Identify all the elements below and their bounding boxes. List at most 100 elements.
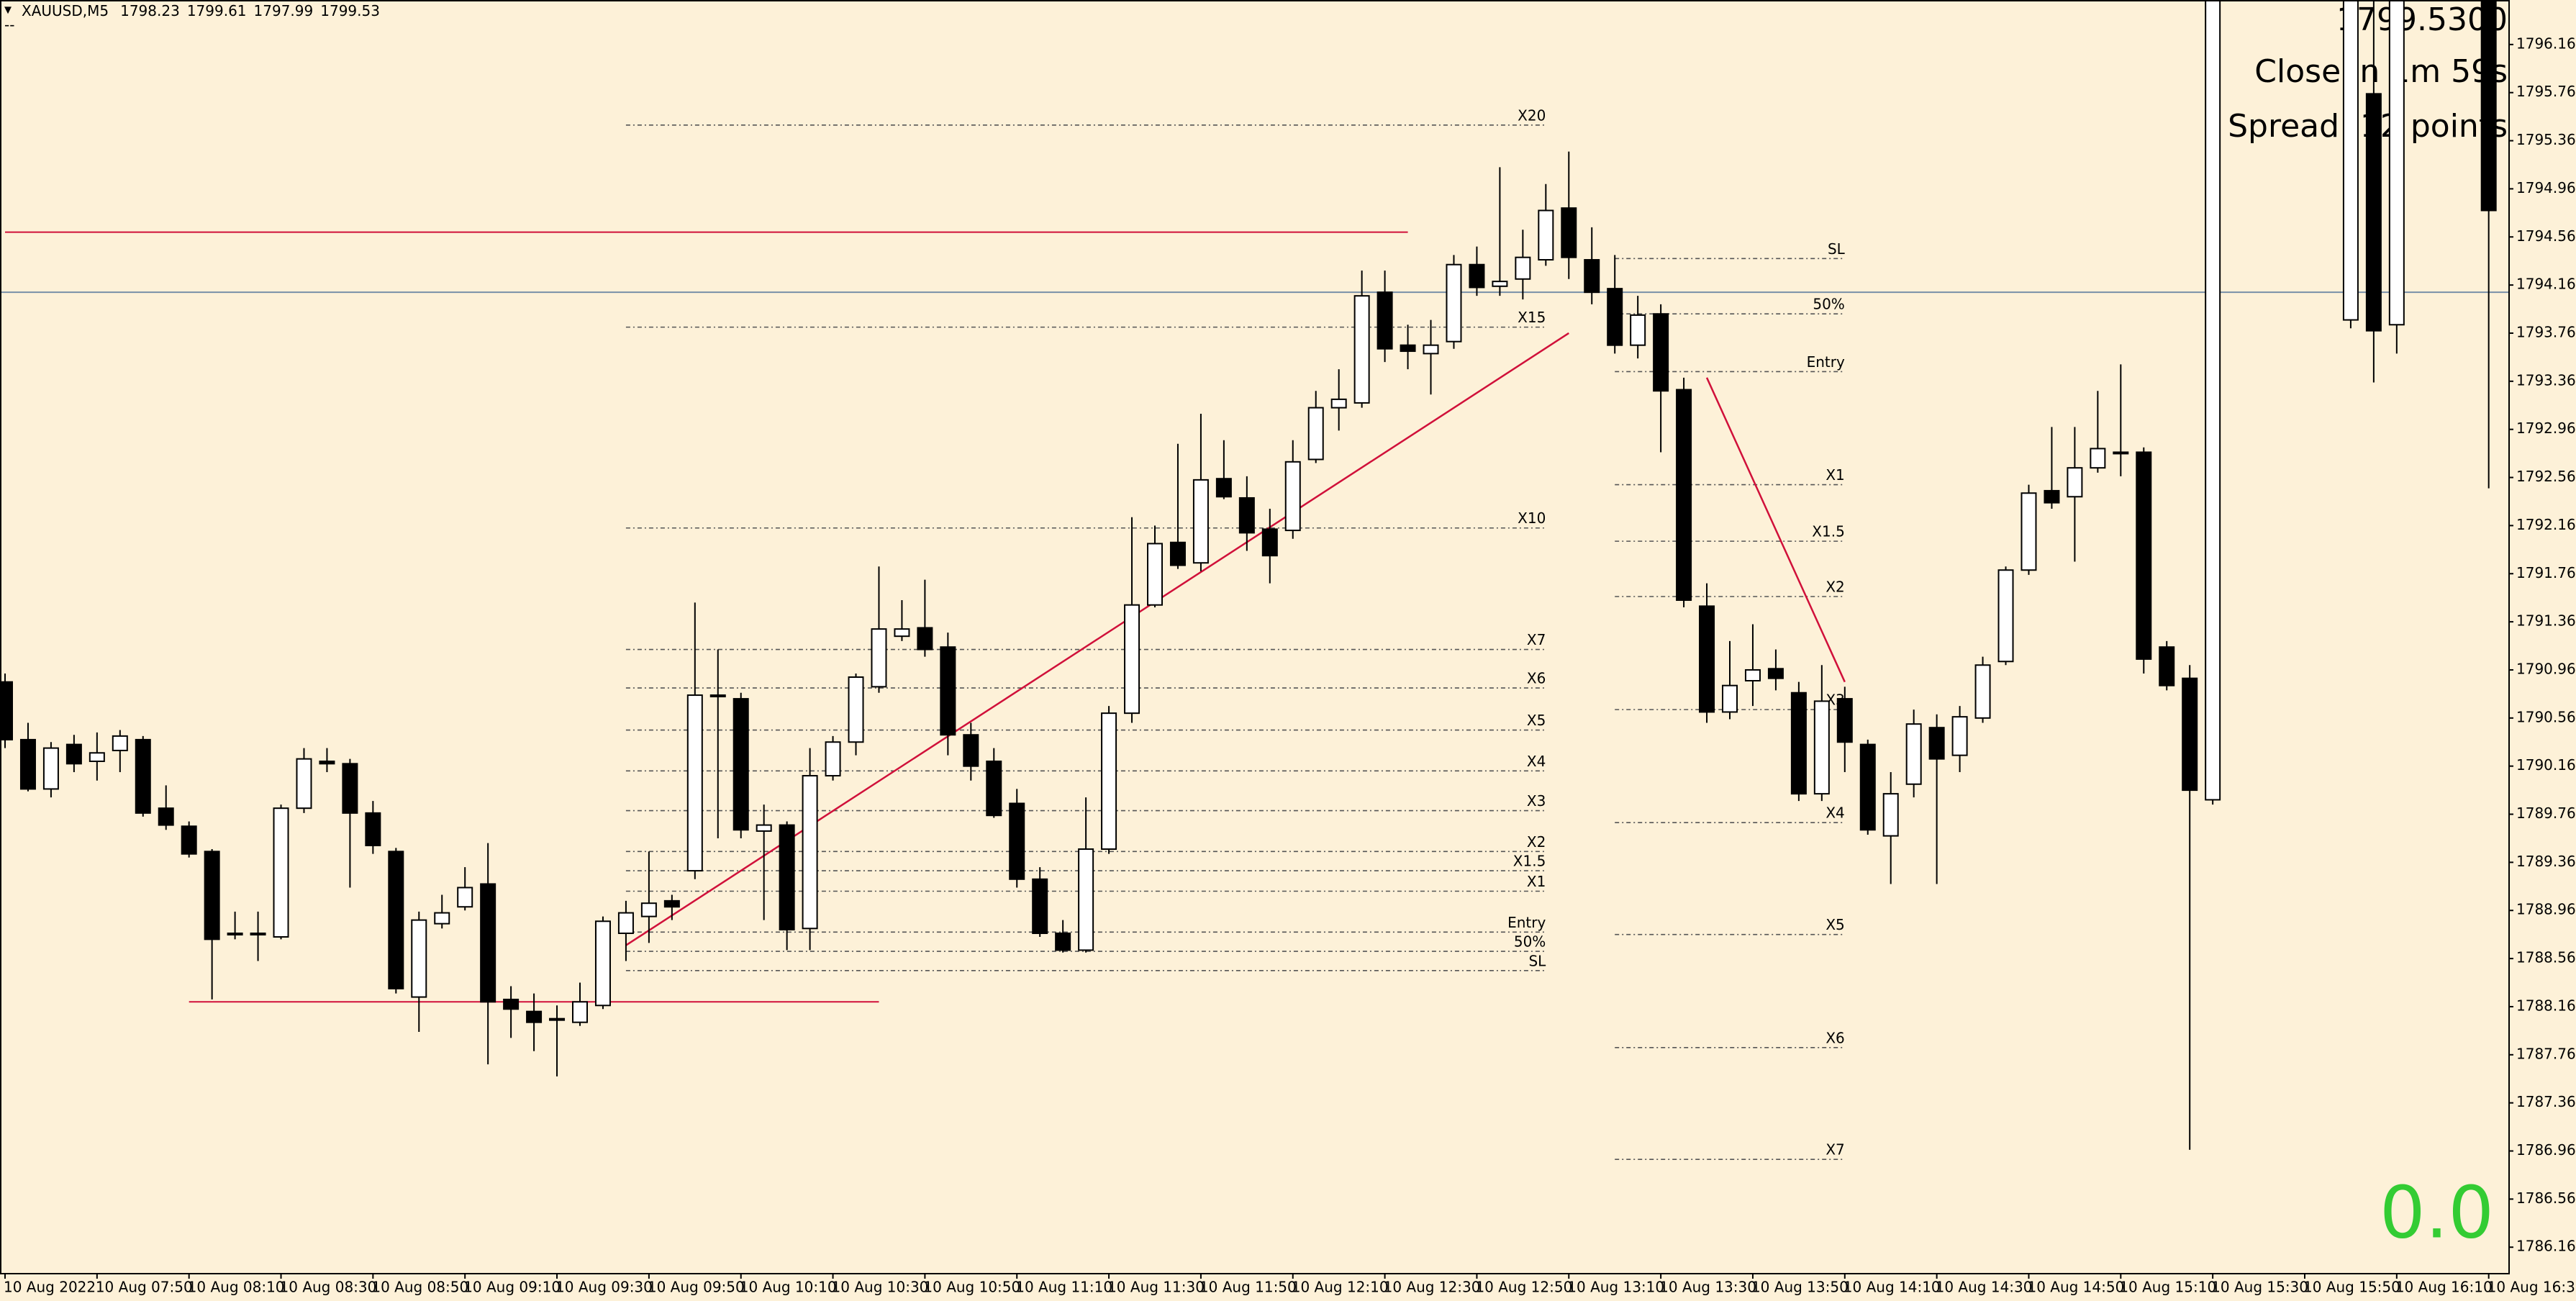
level-label: X1 <box>1826 466 1844 484</box>
candle-body <box>825 741 841 777</box>
x-tick-label: 10 Aug 09:10 <box>463 1279 561 1296</box>
candle-body <box>1882 793 1899 837</box>
candle-body <box>1469 263 1485 289</box>
candle-body <box>894 628 910 638</box>
candle-body <box>365 812 381 846</box>
level-label: Entry <box>1507 914 1546 931</box>
candle-body <box>2067 467 2083 498</box>
candle-body <box>42 747 59 790</box>
candle-body <box>1353 295 1370 404</box>
candle-body <box>709 694 726 698</box>
x-tick-label: 10 Aug 13:50 <box>1751 1279 1849 1296</box>
x-tick-label: 10 Aug 08:30 <box>280 1279 377 1296</box>
candle-body <box>1653 313 1669 392</box>
y-tick-label: 1788.16 <box>2516 997 2576 1014</box>
candle-body <box>2021 492 2037 571</box>
candle-body <box>388 851 404 989</box>
candle-body <box>181 825 197 855</box>
candle-body <box>1192 479 1209 564</box>
candle-body <box>1238 497 1255 534</box>
candle-body <box>594 920 611 1007</box>
x-tick-label: 10 Aug 13:30 <box>1659 1279 1756 1296</box>
candle-body <box>2044 489 2060 504</box>
candle-body <box>1538 209 1554 261</box>
candle-body <box>273 807 289 938</box>
candle-body <box>1055 932 1071 951</box>
level-label: X3 <box>1527 792 1546 810</box>
candle-body <box>526 1010 543 1023</box>
trendline <box>1705 377 1846 683</box>
candle-body <box>1215 478 1232 498</box>
x-tick-label: 10 Aug 07:50 <box>96 1279 193 1296</box>
countdown: Close in 1m 59s <box>2254 53 2508 90</box>
candle-body <box>1722 684 1738 713</box>
candle-body <box>686 694 703 872</box>
y-tick-label: 1795.76 <box>2516 83 2576 100</box>
x-tick-label: 10 Aug 16:10 <box>2395 1279 2493 1296</box>
candle-body <box>1147 543 1163 606</box>
candle-body <box>1859 743 1876 831</box>
candle-body <box>1676 389 1692 602</box>
candle-body <box>779 824 795 930</box>
candle-body <box>1446 263 1462 343</box>
price-display: 1799.5300 <box>2336 1 2508 38</box>
y-tick-label: 1789.36 <box>2516 853 2576 870</box>
level-label: X5 <box>1527 712 1546 729</box>
level-label: X10 <box>1518 509 1546 527</box>
y-tick-label: 1793.36 <box>2516 371 2576 389</box>
candle-body <box>1974 664 1991 719</box>
candle-body <box>2365 93 2382 332</box>
y-tick-label: 1792.96 <box>2516 420 2576 437</box>
candle-body <box>1905 723 1922 785</box>
candle-body <box>1330 398 1347 409</box>
y-tick-label: 1796.16 <box>2516 35 2576 52</box>
candle-body <box>1307 407 1324 461</box>
y-tick-label: 1792.16 <box>2516 516 2576 533</box>
candle-body <box>2113 451 2129 455</box>
candle-body <box>457 887 473 908</box>
candle-body <box>733 698 749 831</box>
y-tick-label: 1790.56 <box>2516 708 2576 725</box>
candle-body <box>1630 314 1646 346</box>
candle-body <box>2480 0 2497 212</box>
level-label: X4 <box>1826 804 1844 822</box>
candle-body <box>342 763 358 814</box>
y-tick-label: 1794.56 <box>2516 227 2576 245</box>
y-tick-label: 1790.96 <box>2516 660 2576 677</box>
candle-body <box>0 681 13 740</box>
y-tick-label: 1789.76 <box>2516 804 2576 822</box>
plot-area: 1799.5300 Close in 1m 59s Spread: 12 poi… <box>0 0 2509 1161</box>
candle-body <box>65 743 82 765</box>
candle-body <box>434 912 450 925</box>
candle-body <box>802 775 818 930</box>
y-tick-label: 1786.96 <box>2516 1141 2576 1159</box>
candle-body <box>2388 0 2405 326</box>
candle-body <box>1997 569 2014 663</box>
candle-body <box>986 760 1002 817</box>
y-tick-label: 1786.16 <box>2516 1238 2576 1255</box>
x-tick-label: 10 Aug 14:10 <box>1843 1279 1941 1296</box>
y-tick-label: 1786.56 <box>2516 1189 2576 1207</box>
candle-body <box>1951 716 1968 756</box>
candle-body <box>158 807 174 826</box>
x-tick-label: 10 Aug 09:50 <box>648 1279 745 1296</box>
candle-body <box>319 760 335 765</box>
x-tick-label: 10 Aug 14:50 <box>2027 1279 2124 1296</box>
candle-body <box>204 851 220 940</box>
level-label: 50% <box>1514 933 1546 951</box>
candle-body <box>1101 712 1117 850</box>
level-label: X1.5 <box>1513 853 1546 870</box>
level-label: 50% <box>1813 296 1844 313</box>
y-tick-label: 1787.76 <box>2516 1045 2576 1062</box>
candle-body <box>1515 256 1531 280</box>
x-tick-label: 10 Aug 14:30 <box>1936 1279 2033 1296</box>
quote-low: 1797.99 <box>254 2 314 19</box>
candle-body <box>1790 692 1807 795</box>
candle-body <box>1169 541 1186 566</box>
x-tick-label: 10 Aug 08:50 <box>371 1279 468 1296</box>
candle-body <box>617 912 634 934</box>
candle-body <box>1492 281 1508 287</box>
x-tick-label: 10 Aug 15:50 <box>2303 1279 2400 1296</box>
menu-icon: ▾ <box>4 1 12 18</box>
quote-open: 1798.23 <box>120 2 180 19</box>
